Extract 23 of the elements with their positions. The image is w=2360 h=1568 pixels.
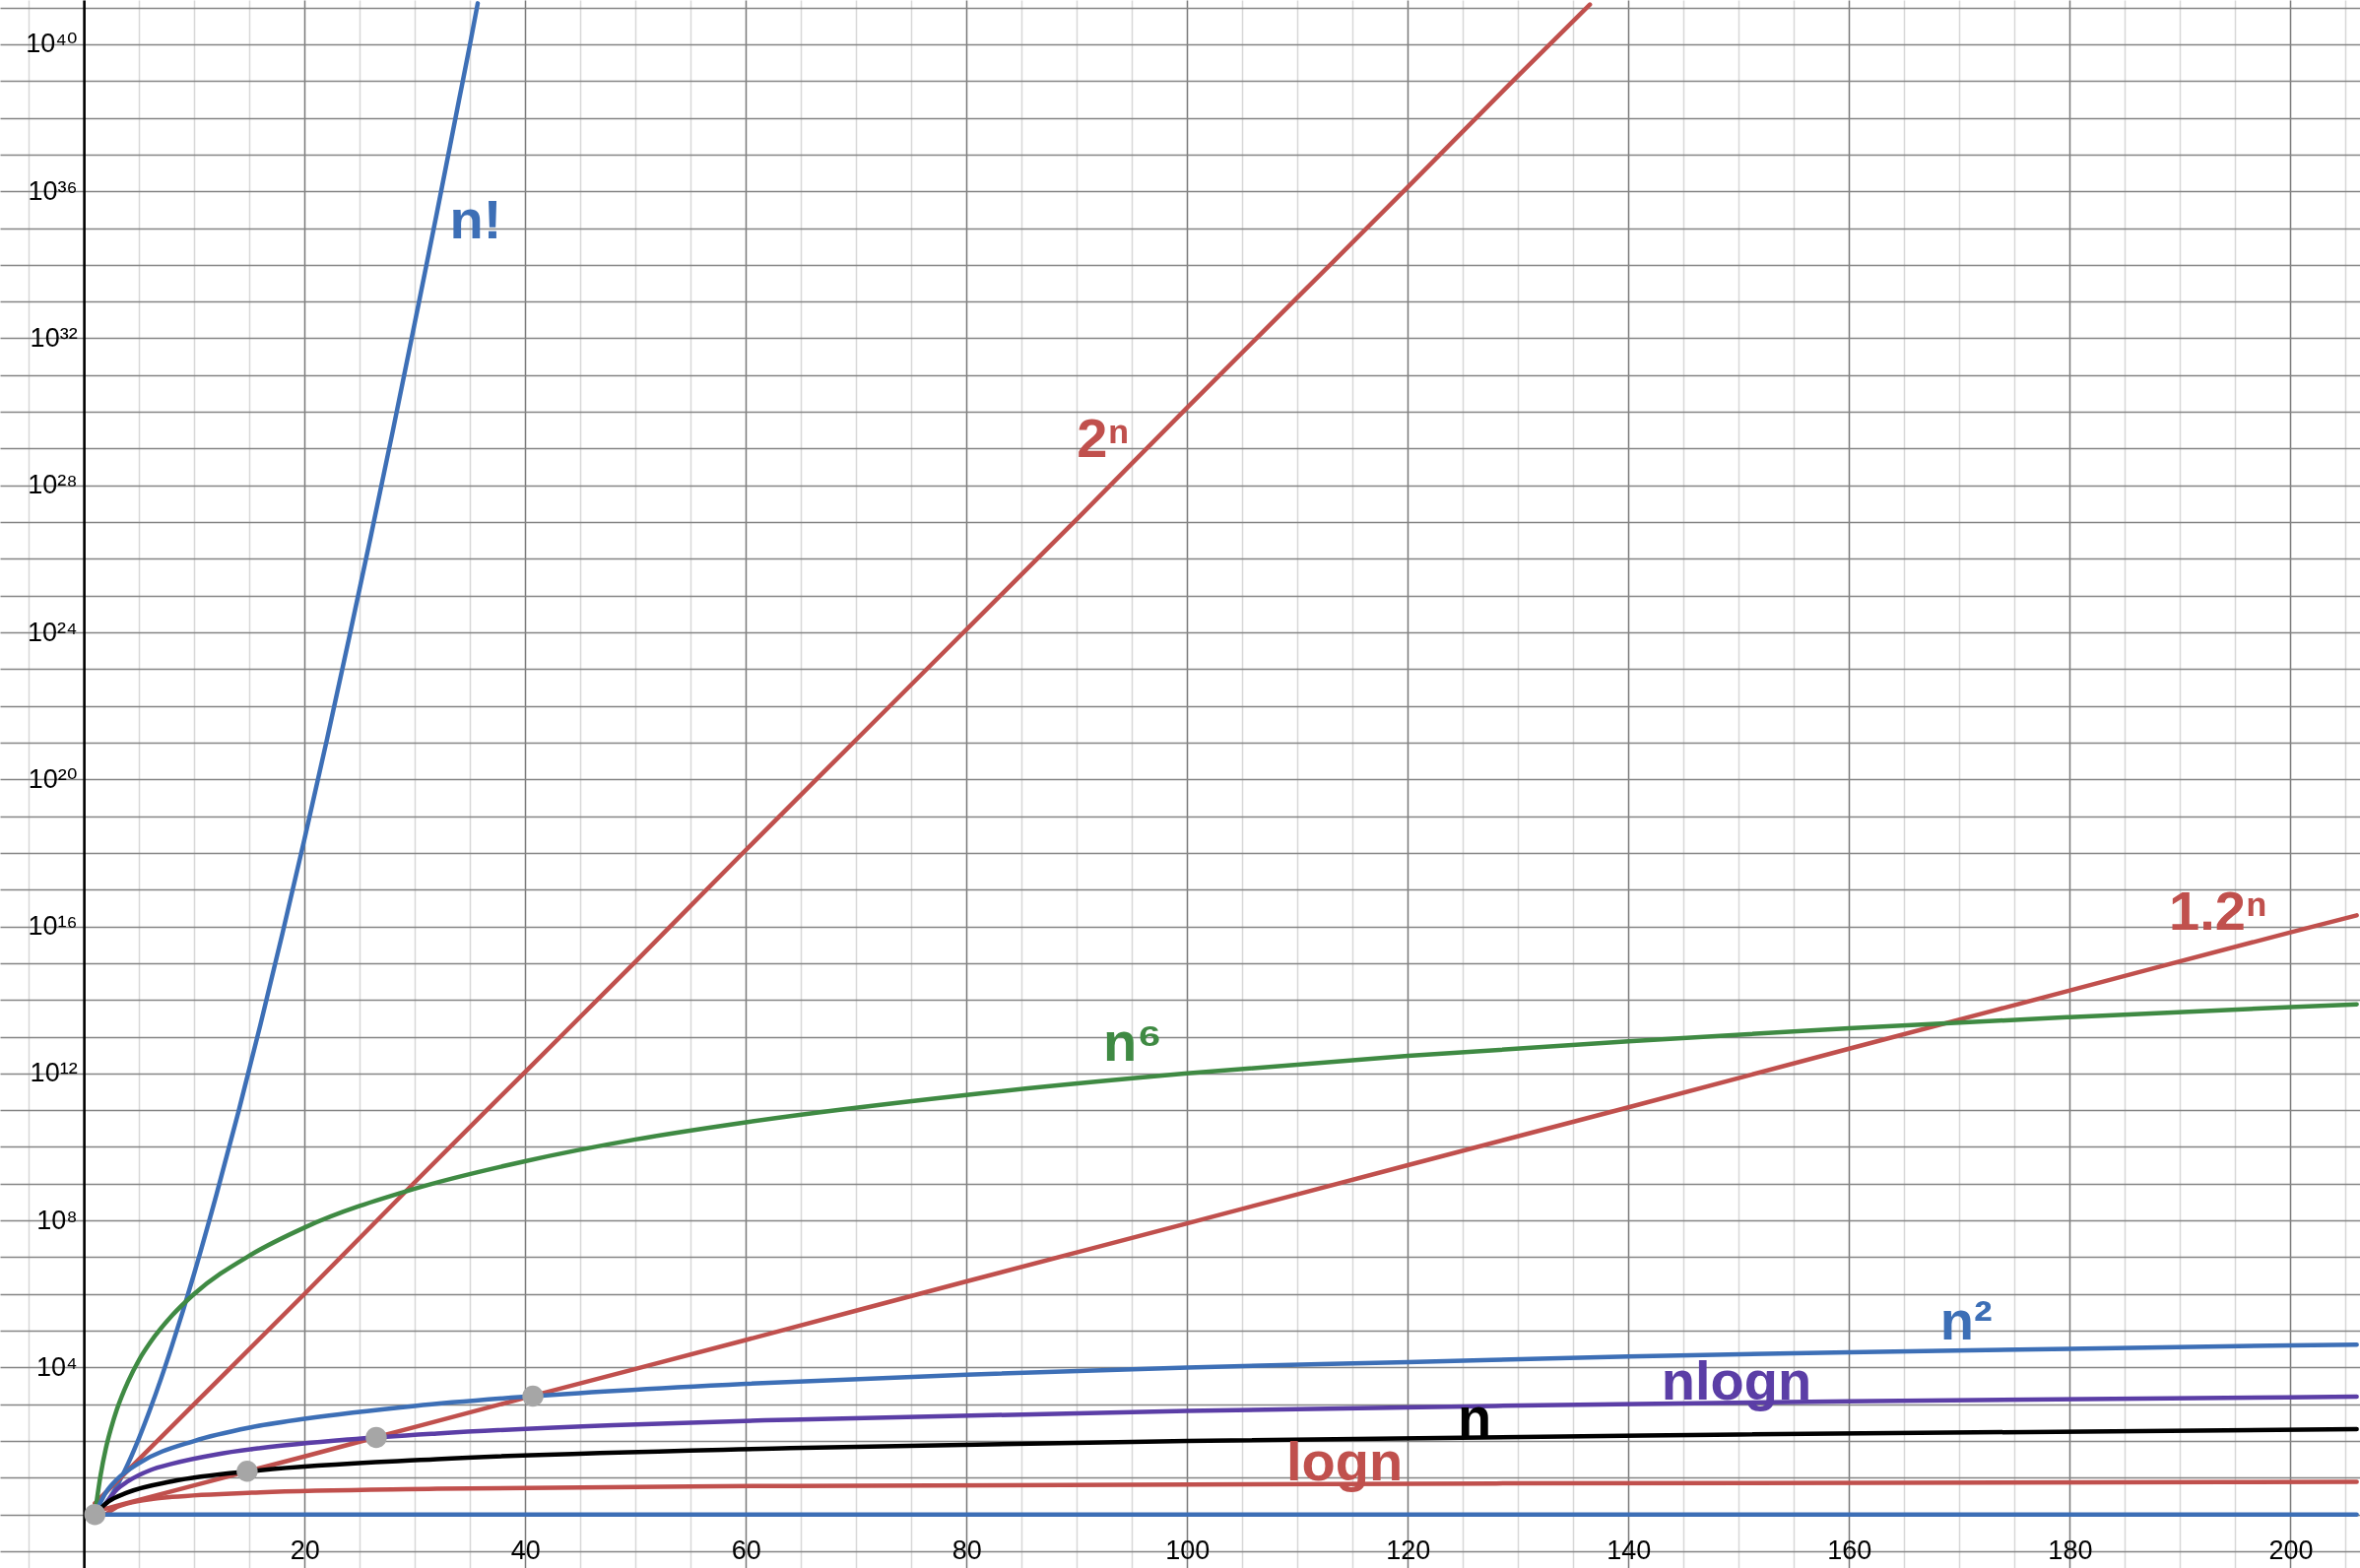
x-tick-label: 120: [1386, 1535, 1431, 1565]
x-tick-label: 20: [290, 1535, 320, 1565]
x-tick-label: 100: [1165, 1535, 1211, 1565]
series-label: logn: [1285, 1429, 1404, 1492]
y-tick-label: 10²⁸: [28, 470, 78, 500]
series-label: 1.2ⁿ: [2168, 880, 2268, 943]
x-tick-label: 140: [1606, 1535, 1652, 1565]
x-tick-label: 60: [731, 1535, 761, 1565]
x-tick-label: 160: [1827, 1535, 1872, 1565]
x-tick-label: 80: [951, 1535, 982, 1565]
y-tick-label: 10²⁰: [28, 763, 78, 794]
y-tick-label: 10³²: [30, 322, 78, 353]
y-tick-label: 10¹²: [30, 1058, 78, 1088]
y-tick-label: 10¹⁶: [28, 911, 78, 942]
y-tick-label: 10⁸: [36, 1205, 78, 1235]
series-label: nlogn: [1661, 1348, 1812, 1411]
y-tick-label: 10⁴: [35, 1351, 78, 1382]
y-tick-label: 10³⁶: [28, 175, 78, 206]
x-tick-label: 40: [510, 1535, 541, 1565]
x-tick-label: 200: [2268, 1535, 2314, 1565]
x-tick-label: 180: [2048, 1535, 2093, 1565]
y-tick-label: 10⁴⁰: [26, 29, 78, 59]
y-tick-label: 10²⁴: [28, 617, 78, 647]
